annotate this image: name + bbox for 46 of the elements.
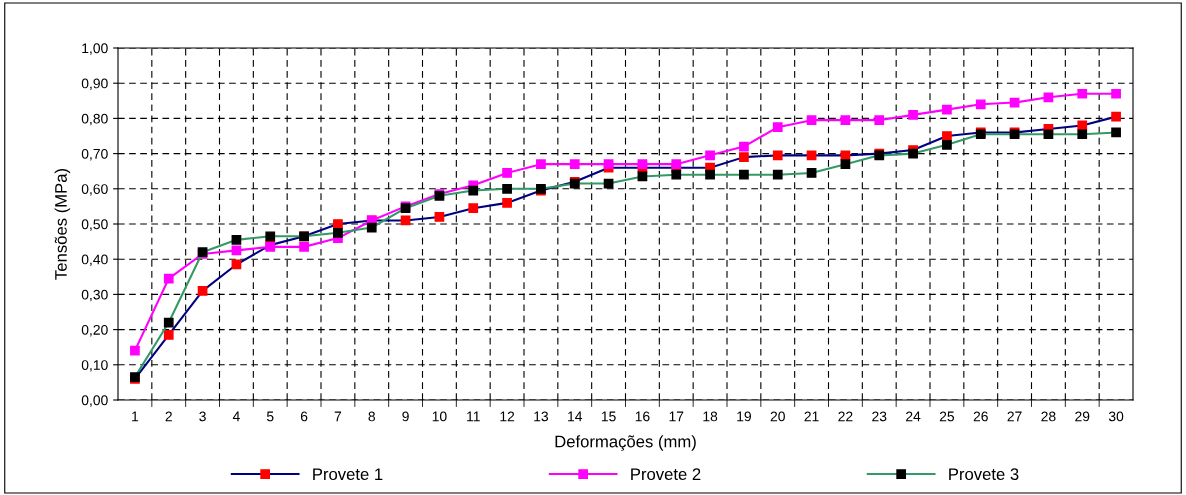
x-tick-label: 21 — [804, 411, 819, 422]
x-tick-label: 26 — [973, 411, 988, 422]
x-tick-label: 5 — [266, 411, 274, 422]
x-tick-label: 4 — [232, 411, 240, 422]
x-tick-label: 22 — [838, 411, 853, 422]
x-tick-label: 10 — [432, 411, 447, 422]
x-tick-label: 2 — [165, 411, 172, 422]
y-tick-label: 0,00 — [81, 395, 108, 407]
y-tick-label: 0,30 — [81, 289, 108, 302]
legend-label: Provete 1 — [313, 468, 383, 481]
y-tick-label: 0,70 — [81, 148, 108, 161]
x-tick-label: 1 — [132, 411, 139, 422]
x-tick-label: 27 — [1007, 411, 1022, 422]
x-tick-label: 30 — [1108, 411, 1124, 422]
x-tick-label: 17 — [669, 411, 684, 422]
x-tick-label: 16 — [635, 411, 650, 422]
x-tick-label: 24 — [906, 411, 921, 422]
x-tick-label: 25 — [939, 411, 955, 422]
y-tick-label: 1,00 — [82, 43, 108, 55]
x-tick-label: 9 — [402, 411, 409, 422]
x-tick-label: 11 — [467, 411, 480, 422]
x-tick-label: 23 — [872, 411, 887, 422]
x-tick-label: 12 — [500, 411, 515, 422]
x-tick-label: 7 — [334, 411, 342, 422]
y-tick-label: 0,40 — [81, 254, 108, 267]
x-tick-label: 28 — [1041, 411, 1056, 422]
x-tick-label: 19 — [737, 411, 751, 422]
y-tick-label: 0,10 — [81, 360, 108, 372]
x-tick-label: 20 — [770, 411, 785, 422]
y-tick-label: 0,20 — [81, 324, 108, 337]
legend-label: Provete 2 — [631, 468, 701, 481]
x-tick-label: 18 — [703, 411, 718, 422]
y-tick-label: 0,80 — [81, 113, 108, 126]
x-tick-label: 14 — [568, 411, 583, 422]
y-tick-label: 0,50 — [81, 219, 108, 231]
legend-label: Provete 3 — [949, 468, 1019, 481]
x-tick-label: 29 — [1075, 411, 1090, 422]
y-tick-label: 0,60 — [81, 184, 108, 196]
y-axis-title: Tensões (MPa) — [54, 169, 71, 280]
x-tick-label: 6 — [300, 411, 308, 422]
x-tick-label: 13 — [534, 411, 549, 422]
x-tick-label: 15 — [601, 411, 616, 422]
x-tick-label: 8 — [368, 411, 376, 422]
x-axis-title: Deformações (mm) — [555, 435, 696, 451]
y-tick-label: 0,90 — [81, 78, 108, 91]
x-tick-label: 3 — [199, 411, 206, 422]
